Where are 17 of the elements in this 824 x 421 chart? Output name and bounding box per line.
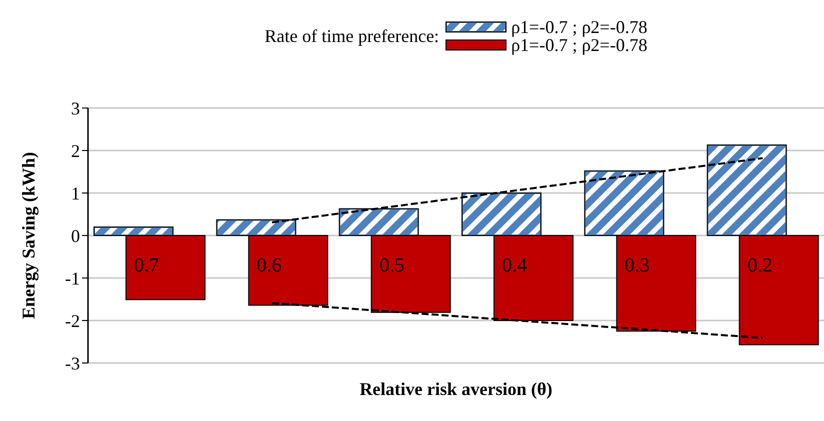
x-axis-title: Relative risk aversion (θ) (360, 379, 552, 399)
y-tick-label: -1 (65, 268, 80, 288)
x-tick-label: 0.7 (134, 254, 159, 276)
y-tick-label: 0 (71, 226, 80, 246)
y-tick-label: -3 (65, 353, 80, 374)
legend-label: ρ1=-0.7 ; ρ2=-0.78 (511, 17, 648, 37)
x-tick-label: 0.3 (624, 254, 650, 276)
y-tick-label: 1 (71, 183, 80, 204)
x-tick-label: 0.6 (256, 254, 282, 276)
legend-title: Rate of time preference: (264, 26, 440, 46)
x-tick-label: 0.2 (747, 254, 772, 276)
y-tick-label: -2 (65, 310, 80, 331)
y-axis-title: Energy Saving (kWh) (18, 152, 38, 320)
y-tick-label: 3 (71, 98, 80, 118)
x-tick-label: 0.4 (502, 254, 527, 276)
y-tick-label: 2 (71, 140, 80, 161)
x-tick-label: 0.5 (379, 254, 404, 276)
